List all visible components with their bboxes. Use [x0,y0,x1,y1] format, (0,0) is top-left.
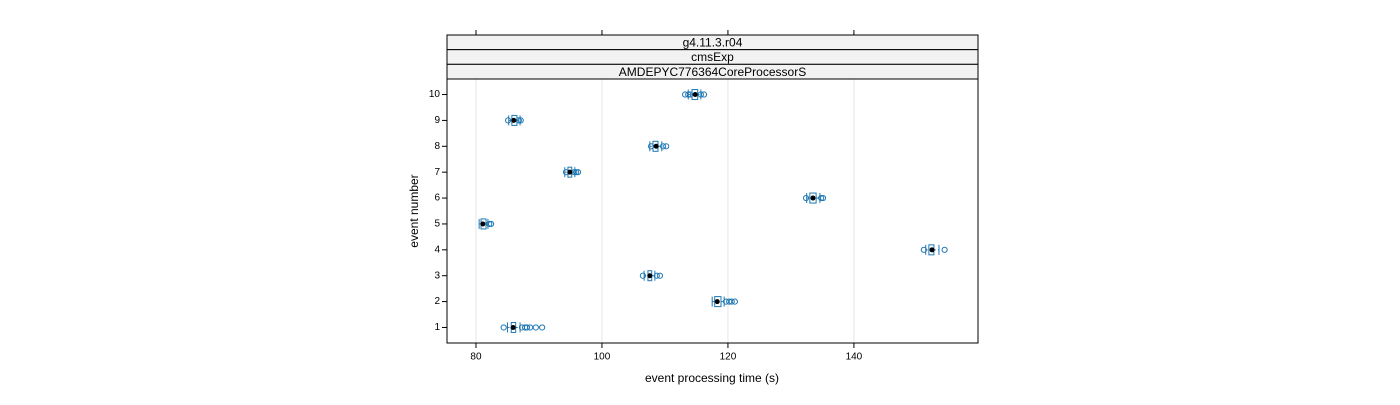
outlier [653,272,660,279]
x-axis-label: event processing time (s) [645,371,779,385]
outlier [802,194,810,202]
y-tick-label: 6 [434,193,440,204]
outlier [504,117,512,124]
box [691,89,699,101]
median [714,299,720,305]
outlier [818,194,825,202]
outlier [700,91,708,98]
median [567,169,573,175]
median [653,143,659,149]
y-tick-label: 1 [434,322,440,333]
y-tick-label: 9 [434,115,440,126]
strip-label: AMDEPYC776364CoreProcessorS [619,65,806,79]
outlier [486,220,493,228]
x-tick-label: 100 [594,352,611,363]
y-tick-label: 4 [434,244,440,255]
outlier [532,324,539,331]
y-axis-label: event number [407,174,421,247]
outlier [659,143,667,150]
outlier [920,246,927,253]
outlier [697,91,704,98]
box [809,192,817,204]
x-tick-label: 80 [470,352,482,363]
median [510,324,516,330]
outlier [819,194,827,202]
outlier [500,324,507,331]
y-tick-label: 10 [429,89,441,100]
median [810,195,816,201]
y-tick-label: 2 [434,296,440,307]
outlier [487,220,495,228]
outlier [663,143,670,150]
y-tick-label: 7 [434,167,440,178]
outlier [523,324,531,331]
strip-label: g4.11.3.r04 [683,36,743,50]
outlier [728,298,735,305]
x-tick-label: 140 [846,352,863,363]
panel-border [446,78,979,344]
y-tick-label: 8 [434,141,440,152]
median [929,247,935,253]
median [511,117,517,123]
outlier [656,272,664,279]
outlier [731,298,738,305]
box [714,296,722,308]
outlier [941,246,948,253]
strip-label: cmsExp [691,50,734,64]
y-tick-label: 5 [434,219,440,230]
outlier [685,91,692,98]
outlier [517,117,524,124]
x-tick-label: 120 [720,352,737,363]
median [692,92,698,98]
y-tick-label: 3 [434,270,440,281]
outlier [639,272,646,279]
median [647,273,653,279]
outlier [574,169,582,176]
outlier [539,324,546,331]
median [480,221,486,227]
outlier [573,169,580,176]
